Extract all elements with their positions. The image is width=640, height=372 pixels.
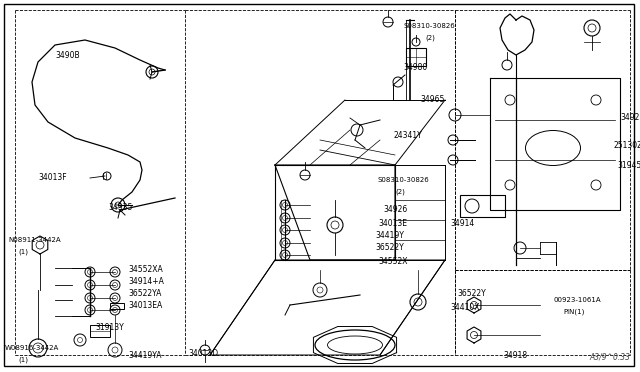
Text: 36522Y: 36522Y <box>457 289 486 298</box>
Text: PIN(1): PIN(1) <box>563 309 584 315</box>
Text: N08911-3442A: N08911-3442A <box>8 237 61 243</box>
Text: 34013D: 34013D <box>188 349 218 357</box>
Bar <box>406 48 426 66</box>
Text: (1): (1) <box>18 249 28 255</box>
Text: S08310-30826: S08310-30826 <box>378 177 429 183</box>
Text: 34013E: 34013E <box>378 218 407 228</box>
Bar <box>90 325 110 337</box>
Text: A3/9^0.33: A3/9^0.33 <box>589 353 630 362</box>
Text: 34419Y: 34419Y <box>375 231 404 241</box>
Text: W08916-3442A: W08916-3442A <box>5 345 60 351</box>
Text: (2): (2) <box>425 35 435 41</box>
Text: 34419YA: 34419YA <box>128 352 161 360</box>
Text: (2): (2) <box>395 189 405 195</box>
Text: 34914+A: 34914+A <box>128 278 164 286</box>
Text: 34965: 34965 <box>420 96 444 105</box>
Text: (1): (1) <box>18 357 28 363</box>
Text: 34914: 34914 <box>450 218 474 228</box>
Text: 34013F: 34013F <box>38 173 67 183</box>
Text: 34918: 34918 <box>503 352 527 360</box>
Text: 34980: 34980 <box>403 64 428 73</box>
Bar <box>460 195 505 217</box>
Bar <box>110 303 124 309</box>
Text: 319452: 319452 <box>617 161 640 170</box>
Text: S08310-30826: S08310-30826 <box>403 23 455 29</box>
Text: 25130Z: 25130Z <box>613 141 640 151</box>
Text: 34552XA: 34552XA <box>128 266 163 275</box>
Text: 00923-1061A: 00923-1061A <box>553 297 600 303</box>
Text: 34926: 34926 <box>383 205 407 215</box>
Text: 34013EA: 34013EA <box>128 301 163 311</box>
Text: 34925M: 34925M <box>620 113 640 122</box>
Text: 24341Y: 24341Y <box>393 131 422 141</box>
Text: 34410X: 34410X <box>450 304 479 312</box>
Text: 34935: 34935 <box>108 202 132 212</box>
Text: 36522YA: 36522YA <box>128 289 161 298</box>
Text: 34552X: 34552X <box>378 257 408 266</box>
Text: 36522Y: 36522Y <box>375 244 404 253</box>
Text: 31913Y: 31913Y <box>95 324 124 333</box>
Text: 3490B: 3490B <box>55 51 79 60</box>
